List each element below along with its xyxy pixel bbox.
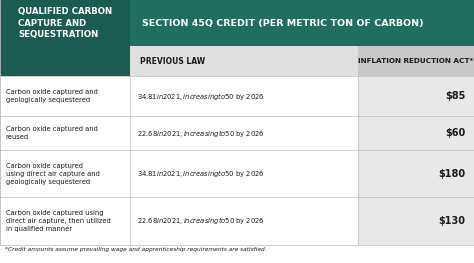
Text: Carbon oxide captured
using direct air capture and
geologically sequestered: Carbon oxide captured using direct air c… (6, 163, 100, 185)
Bar (130, 0, 474, 46)
Text: PREVIOUS LAW: PREVIOUS LAW (140, 57, 205, 66)
Text: $34.81 in 2021, increasing to $50 by 2026: $34.81 in 2021, increasing to $50 by 202… (137, 90, 265, 102)
Text: Carbon oxide captured using
direct air capture, then utilized
in qualified manne: Carbon oxide captured using direct air c… (6, 210, 110, 232)
Bar (0, 76, 358, 116)
Bar (358, 46, 474, 76)
Bar (358, 150, 474, 198)
Bar (130, 46, 358, 76)
Text: INFLATION REDUCTION ACT*: INFLATION REDUCTION ACT* (358, 58, 474, 64)
Text: $22.68 in 2021, increasing to $50 by 2026: $22.68 in 2021, increasing to $50 by 202… (137, 128, 265, 139)
Bar (0, 0, 130, 46)
Text: $60: $60 (445, 128, 465, 138)
Bar (0, 116, 358, 150)
Text: Carbon oxide captured and
geologically sequestered: Carbon oxide captured and geologically s… (6, 89, 98, 103)
Bar (358, 198, 474, 245)
Bar (358, 76, 474, 116)
Text: $180: $180 (438, 169, 465, 179)
Bar (0, 150, 358, 198)
Text: *Credit amounts assume prevailing wage and apprenticeship requirements are satis: *Credit amounts assume prevailing wage a… (5, 247, 266, 252)
Bar (0, 198, 358, 245)
Text: QUALIFIED CARBON
CAPTURE AND
SEQUESTRATION: QUALIFIED CARBON CAPTURE AND SEQUESTRATI… (18, 7, 112, 39)
Text: $22.68 in 2021, increasing to $50 by 2026: $22.68 in 2021, increasing to $50 by 202… (137, 215, 265, 226)
Bar (0, 46, 130, 76)
Text: $130: $130 (438, 216, 465, 226)
Bar (358, 116, 474, 150)
Text: SECTION 45Q CREDIT (PER METRIC TON OF CARBON): SECTION 45Q CREDIT (PER METRIC TON OF CA… (142, 18, 424, 28)
Text: $85: $85 (445, 91, 465, 101)
Text: Carbon oxide captured and
reused: Carbon oxide captured and reused (6, 126, 98, 140)
Text: $34.81 in 2021, increasing to $50 by 2026: $34.81 in 2021, increasing to $50 by 202… (137, 168, 265, 179)
